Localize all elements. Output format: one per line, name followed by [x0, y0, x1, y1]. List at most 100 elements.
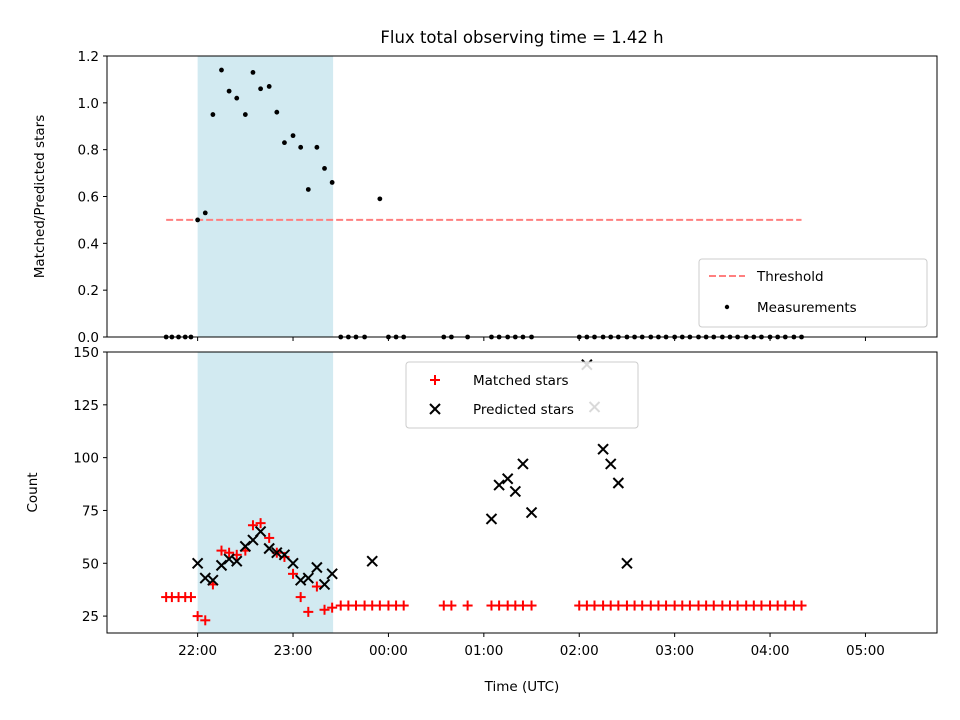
predicted-star-point: [326, 568, 338, 580]
predicted-star-point: [207, 574, 219, 586]
measurement-point: [329, 180, 335, 185]
chart-title: Flux total observing time = 1.42 h: [380, 28, 663, 47]
matched-star-point: [216, 545, 227, 556]
y-tick-label: 50: [82, 556, 99, 572]
y-tick-label: 100: [73, 451, 99, 467]
matched-stars-points: [161, 518, 807, 626]
legend-threshold-label: Threshold: [756, 269, 824, 285]
measurement-point: [250, 69, 256, 75]
x-axis-ticks: [197, 337, 866, 341]
predicted-star-point: [263, 542, 275, 555]
x-stroke: [429, 403, 441, 415]
legend: Matched stars Predicted stars: [405, 361, 639, 429]
y-tick-label: 25: [82, 609, 99, 625]
measurement-point: [274, 109, 280, 115]
matched-star-point: [446, 600, 457, 611]
legend-box: [698, 258, 928, 328]
x-stroke: [326, 568, 338, 580]
x-stroke: [366, 555, 378, 567]
x-stroke: [231, 555, 243, 567]
matched-star-point: [494, 600, 505, 611]
y-tick-label: 125: [73, 398, 99, 414]
legend: Threshold Measurements: [698, 258, 928, 328]
predicted-star-point: [302, 572, 315, 584]
observing-span: [197, 56, 334, 337]
measurement-point: [242, 112, 248, 117]
x-stroke: [294, 574, 307, 586]
legend-x-marker: [429, 403, 441, 415]
matched-star-point: [185, 592, 196, 603]
x-stroke: [278, 549, 291, 561]
measurement-point: [305, 187, 311, 192]
x-stroke: [302, 572, 315, 584]
predicted-star-point: [485, 513, 498, 525]
matched-star-point: [796, 600, 807, 611]
x-tick-label: 05:00: [846, 643, 885, 659]
legend-predicted-label: Predicted stars: [473, 402, 574, 418]
x-stroke: [517, 458, 529, 470]
matched-star-point: [288, 568, 299, 579]
y-axis-ticks: 25 50 75 100 125 150: [73, 345, 107, 625]
y-tick-label: 0.8: [78, 143, 99, 159]
x-tick-label: 03:00: [655, 643, 694, 659]
legend-matched-swatch: [430, 375, 440, 385]
y-axis-label: Matched/Predicted stars: [32, 115, 48, 278]
predicted-star-point: [318, 578, 331, 591]
y-axis-label: Count: [25, 472, 41, 512]
predicted-star-point: [517, 458, 529, 470]
x-stroke: [318, 578, 331, 591]
measurement-point: [258, 86, 263, 92]
predicted-star-point: [597, 443, 609, 455]
y-tick-label: 0.2: [78, 283, 99, 299]
matched-star-point: [684, 600, 695, 611]
matched-star-point: [637, 600, 648, 611]
matched-star-point: [613, 600, 624, 611]
matched-star-point: [200, 615, 211, 626]
predicted-star-point: [525, 506, 538, 519]
predicted-star-point: [311, 561, 323, 574]
measurement-point: [314, 144, 320, 150]
legend-measurements-label: Measurements: [757, 300, 857, 316]
predicted-star-point: [509, 485, 522, 498]
x-stroke: [525, 506, 538, 519]
y-tick-label: 75: [82, 503, 99, 519]
measurement-point: [298, 144, 304, 150]
y-tick-label: 1.2: [78, 49, 99, 65]
matched-star-point: [661, 600, 672, 611]
matched-star-point: [224, 547, 235, 558]
matched-star-point: [192, 611, 203, 622]
measurement-point: [195, 217, 201, 223]
matched-star-point: [589, 600, 600, 611]
measurement-point: [290, 133, 296, 139]
matched-star-point: [374, 600, 385, 611]
matched-star-point: [517, 600, 528, 611]
predicted-star-point: [366, 555, 378, 567]
predicted-star-point: [605, 458, 617, 470]
x-stroke: [207, 574, 219, 586]
x-stroke: [254, 525, 267, 538]
x-stroke: [501, 473, 514, 485]
measurement-point: [377, 196, 383, 202]
x-tick-label: 01:00: [464, 643, 503, 659]
measurement-point: [266, 84, 272, 89]
legend-plus-marker: [430, 375, 440, 385]
matched-star-point: [247, 520, 258, 531]
x-stroke: [485, 513, 498, 525]
ratio-panel: 0.0 0.2 0.4 0.6 0.8 1.0 1.2 Flux total observi…: [32, 28, 938, 346]
axes-frame: [106, 351, 938, 634]
observing-span: [197, 352, 334, 633]
y-tick-label: 1.0: [78, 96, 99, 112]
measurement-point: [322, 166, 327, 171]
x-tick-label: 23:00: [274, 643, 313, 659]
x-stroke: [287, 557, 299, 569]
legend-measurement-swatch: [724, 304, 730, 310]
predicted-star-point: [612, 477, 625, 489]
predicted-star-point: [231, 555, 243, 567]
measurement-point: [210, 112, 216, 117]
matched-star-point: [311, 581, 322, 592]
y-tick-label: 0.4: [78, 236, 99, 252]
x-stroke: [493, 479, 505, 491]
matched-star-point: [708, 600, 719, 611]
matched-star-point: [255, 518, 266, 529]
